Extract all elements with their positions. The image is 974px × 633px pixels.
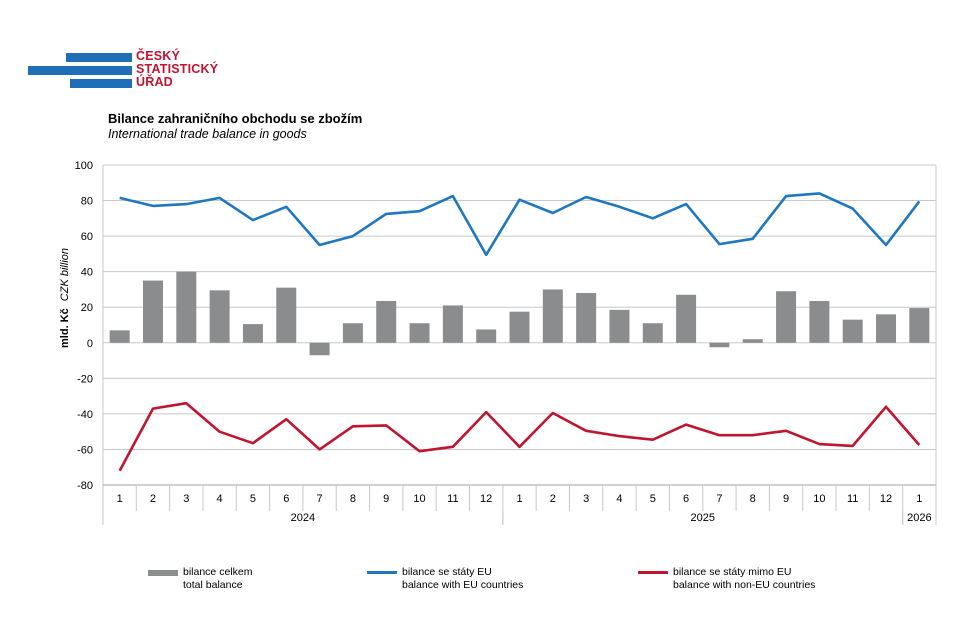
logo-line-1: ČESKÝ [136,49,181,63]
year-label: 2024 [291,512,315,524]
x-tick-label: 3 [583,493,589,505]
x-tick-label: 11 [447,493,458,505]
legend-eu-text: bilance se státy EU balance with EU coun… [402,566,523,592]
bar-total [576,293,597,343]
logo-line-3: ÚŘAD [136,75,173,89]
legend-noneu-text: bilance se státy mimo EU balance with no… [673,566,815,592]
x-tick-label: 1 [916,493,922,505]
line-noneu [118,401,921,472]
bar-total [709,342,730,348]
bar-total [609,309,630,343]
bar-total [876,314,897,343]
x-tick-label: 4 [616,493,622,505]
bar-total [842,319,863,343]
x-tick-label: 10 [413,493,425,505]
logo-bar-2 [28,66,132,75]
bar-total [409,323,430,343]
y-tick-label: -80 [77,480,93,492]
y-tick-label: 80 [81,196,93,208]
chart-title: Bilance zahraničního obchodu se zbožím [108,111,363,126]
x-tick-label: 12 [880,493,892,505]
bar-total [209,290,230,343]
x-tick-label: 2 [150,493,156,505]
logo-bar-1 [66,53,132,62]
y-axis-label-cz: mld. Kč [59,308,71,348]
x-tick-label: 9 [383,493,389,505]
x-tick-label: 7 [317,493,323,505]
bar-total [642,323,663,343]
x-tick-label: 10 [813,493,825,505]
chart-subtitle: International trade balance in goods [108,127,307,141]
line-eu [119,192,921,257]
x-tick-label: 8 [350,493,356,505]
x-tick-label: 7 [716,493,722,505]
csu-logo: ČESKÝ STATISTICKÝ ÚŘAD [28,50,228,90]
legend-total-text: bilance celkem total balance [183,566,252,592]
x-tick-label: 1 [117,493,123,505]
y-tick-label: 0 [87,338,93,350]
y-tick-label: -20 [77,373,93,385]
bar-total [809,301,830,343]
x-tick-label: 12 [480,493,492,505]
legend-total-cz: bilance celkem [183,566,253,578]
legend-eu-swatch [367,571,397,574]
bar-total [142,280,163,343]
y-tick-label: 40 [81,267,93,279]
bar-total [509,311,530,343]
bar-total [909,308,930,343]
x-tick-label: 6 [283,493,289,505]
year-label: 2025 [691,512,715,524]
legend-eu-en: balance with EU countries [402,579,524,591]
y-tick-label: 60 [81,231,93,243]
bar-total [542,289,563,343]
bar-total [176,271,197,343]
y-axis-label: mld. Kč CZK billion [59,248,71,348]
x-tick-label: 11 [847,493,858,505]
x-tick-label: 3 [183,493,189,505]
y-tick-label: -40 [77,409,93,421]
bar-total [342,323,363,343]
x-tick-label: 1 [516,493,522,505]
bar-total [676,294,697,343]
bar-total [276,287,297,343]
bar-total [109,330,130,343]
x-tick-label: 6 [683,493,689,505]
y-tick-label: -60 [77,444,93,456]
x-tick-label: 2 [550,493,556,505]
bar-total [776,291,797,343]
x-tick-label: 4 [217,493,223,505]
legend-total-swatch [148,570,178,576]
x-tick-label: 8 [750,493,756,505]
bar-total [309,342,330,356]
bar-total [476,329,497,343]
bar-total [442,305,463,343]
x-tick-label: 5 [250,493,256,505]
y-tick-label: 100 [75,160,93,172]
year-label: 2026 [907,512,931,524]
bar-total [376,301,397,343]
logo-text: ČESKÝ STATISTICKÝ ÚŘAD [136,50,218,89]
logo-bar-3 [70,79,132,88]
legend-noneu-cz: bilance se státy mimo EU [673,566,792,578]
legend-eu-cz: bilance se státy EU [402,566,492,578]
y-axis-label-en: CZK billion [59,248,71,301]
x-tick-label: 5 [650,493,656,505]
bar-total [742,339,763,343]
legend-noneu-en: balance with non-EU countries [673,579,816,591]
bar-total [242,324,263,343]
legend-total-en: total balance [183,579,243,591]
legend-noneu-swatch [638,571,668,574]
y-tick-label: 20 [81,302,93,314]
x-tick-label: 9 [783,493,789,505]
logo-line-2: STATISTICKÝ [136,62,219,76]
